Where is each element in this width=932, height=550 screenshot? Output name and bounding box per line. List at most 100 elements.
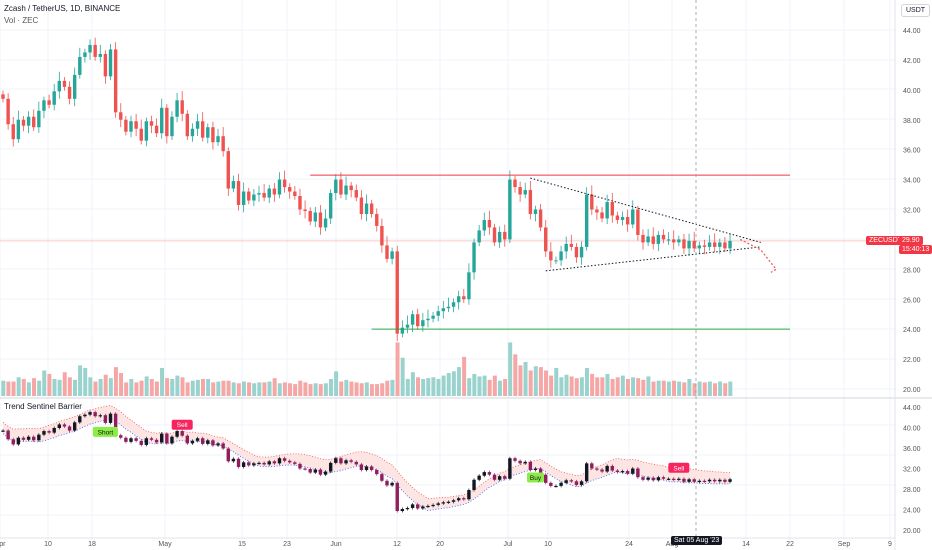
candle — [707, 235, 712, 251]
candle-body — [113, 49, 118, 113]
candle — [339, 172, 343, 199]
volume-bar — [308, 384, 313, 396]
candle-body — [569, 243, 574, 247]
candle-body — [426, 318, 430, 321]
candle-body — [712, 242, 717, 247]
candle — [185, 110, 190, 140]
candle-body — [154, 125, 159, 134]
indicator-candle — [103, 413, 108, 425]
volume-bar — [421, 379, 426, 396]
volume-bar — [595, 377, 600, 396]
indicator-candle-body — [508, 458, 512, 479]
volume-bar — [518, 365, 523, 396]
candle — [641, 229, 645, 250]
indicator-candle-body — [288, 460, 292, 463]
indicator-candle — [216, 441, 220, 447]
candle — [416, 308, 420, 330]
indicator-candle-body — [344, 460, 348, 464]
volume-bar — [523, 362, 528, 396]
indicator-candle-body — [620, 471, 625, 473]
volume-bar — [62, 372, 67, 396]
volume-bar — [646, 376, 651, 396]
signal-label: Sell — [668, 462, 690, 473]
volume-bar — [262, 382, 267, 396]
indicator-candle-body — [67, 426, 72, 431]
volume-bar — [472, 373, 477, 396]
volume-bar — [180, 377, 185, 396]
candle-body — [467, 272, 471, 300]
indicator-tick-label: 28.00 — [903, 487, 921, 494]
candle-body — [646, 236, 650, 243]
candle — [190, 123, 195, 142]
candle-body — [160, 107, 164, 134]
indicator-candle-body — [139, 440, 143, 445]
volume-bar — [456, 367, 461, 396]
indicator-candle-body — [651, 477, 655, 481]
currency-button[interactable]: USDT — [901, 4, 931, 17]
volume-bar — [195, 379, 200, 396]
indicator-candle — [272, 459, 277, 465]
candle-body — [185, 113, 190, 137]
indicator-candle — [165, 432, 169, 445]
volume-bar — [631, 377, 636, 396]
indicator-candle — [395, 481, 399, 513]
indicator-candle-body — [692, 479, 696, 482]
volume-bar — [375, 384, 380, 396]
volume-bar — [144, 376, 149, 396]
candle — [42, 96, 46, 119]
signal-label-box — [668, 462, 690, 473]
symbol-tag: ZECUSDT — [866, 236, 906, 245]
candle — [328, 189, 333, 225]
indicator-candle-body — [579, 481, 584, 485]
signal-label: Buy — [526, 472, 544, 483]
indicator-candle — [252, 461, 256, 467]
indicator-candle — [359, 462, 364, 472]
candle-body — [170, 116, 174, 137]
candle — [405, 315, 410, 334]
indicator-candle — [88, 410, 92, 417]
indicator-candle — [328, 461, 333, 474]
candle-body — [272, 188, 277, 195]
indicator-candle — [160, 432, 164, 444]
volume-bar — [728, 381, 733, 396]
volume-bar — [93, 381, 98, 396]
candle-body — [666, 239, 671, 241]
price-tick-label: 32.00 — [903, 208, 921, 215]
indicator-candle-body — [631, 468, 635, 474]
candle — [410, 310, 415, 333]
candle — [282, 170, 287, 193]
candle-body — [656, 234, 661, 244]
indicator-candle-body — [405, 507, 410, 510]
volume-bar — [236, 383, 241, 396]
candle-body — [375, 213, 379, 226]
indicator-candle-body — [661, 477, 666, 479]
volume-bar — [129, 379, 134, 396]
volume-bar — [549, 375, 554, 396]
volume-bar — [431, 377, 436, 396]
time-tick-label: 12 — [393, 541, 401, 548]
indicator-candle-body — [364, 466, 369, 471]
indicator-candle — [487, 470, 492, 477]
indicator-candle-body — [113, 413, 118, 436]
volume-bar — [590, 373, 595, 396]
volume-bar — [538, 367, 543, 396]
candle-body — [206, 127, 210, 138]
candle-body — [72, 74, 77, 99]
volume-bar — [303, 382, 308, 396]
candle — [702, 239, 707, 255]
volume-bar — [559, 377, 564, 396]
price-tick-label: 44.00 — [903, 28, 921, 35]
candle-body — [410, 314, 415, 325]
candle-body — [544, 227, 548, 252]
indicator-candle-body — [108, 413, 113, 423]
indicator-candle-body — [482, 472, 486, 476]
candle — [523, 182, 527, 199]
indicator-candle-body — [154, 439, 159, 443]
candle-body — [267, 188, 271, 198]
volume-bar — [47, 373, 52, 396]
candle-body — [528, 190, 533, 214]
indicator-title: Trend Sentinel Barrier — [4, 402, 82, 411]
indicator-candle-body — [129, 438, 133, 442]
candle-body — [651, 236, 655, 244]
